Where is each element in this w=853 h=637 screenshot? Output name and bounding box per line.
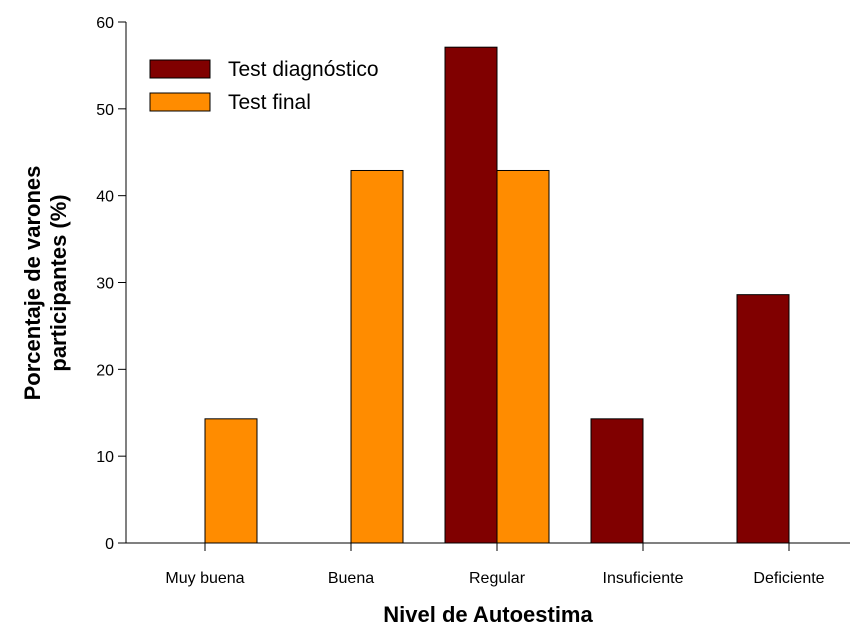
y-tick-label: 30 (96, 276, 114, 293)
y-tick-label: 20 (96, 362, 114, 379)
x-tick-label: Muy buena (165, 570, 244, 587)
y-tick-label: 60 (96, 15, 114, 32)
bar (350, 169, 404, 544)
x-axis-label: Nivel de Autoestima (383, 602, 593, 627)
legend-label: Test final (228, 91, 311, 114)
bar (736, 294, 790, 544)
x-tick-label: Insuficiente (603, 570, 684, 587)
x-tick-label: Regular (469, 570, 526, 587)
bar (496, 169, 550, 544)
y-axis-label: Porcentaje de varones (20, 166, 45, 401)
x-tick-label: Deficiente (753, 570, 824, 587)
y-tick-label: 50 (96, 102, 114, 119)
legend-label: Test diagnóstico (228, 58, 379, 81)
y-axis-label: participantes (%) (46, 194, 71, 371)
legend-swatch (149, 92, 211, 112)
bar (204, 418, 258, 544)
bar (590, 418, 644, 544)
y-tick-label: 10 (96, 449, 114, 466)
y-tick-label: 40 (96, 189, 114, 206)
bar (444, 46, 498, 544)
x-tick-label: Buena (328, 570, 374, 587)
y-tick-label: 0 (105, 536, 114, 553)
legend-swatch (149, 59, 211, 79)
